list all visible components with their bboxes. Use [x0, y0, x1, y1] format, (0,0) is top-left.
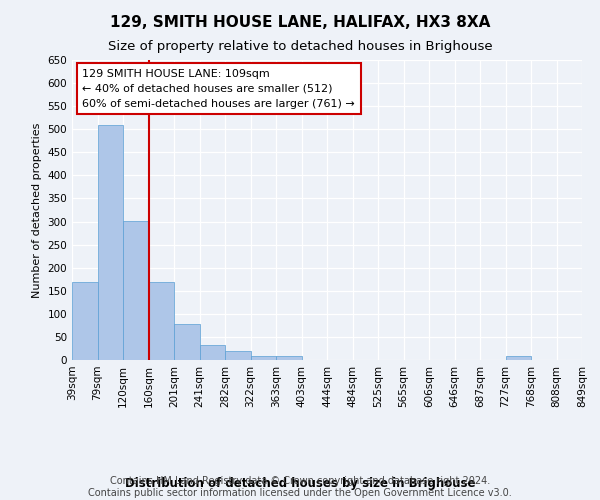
Text: Distribution of detached houses by size in Brighouse: Distribution of detached houses by size … [125, 477, 475, 490]
Bar [251, 356, 276, 360]
Text: 129, SMITH HOUSE LANE, HALIFAX, HX3 8XA: 129, SMITH HOUSE LANE, HALIFAX, HX3 8XA [110, 15, 490, 30]
Text: Size of property relative to detached houses in Brighouse: Size of property relative to detached ho… [107, 40, 493, 53]
Bar [149, 282, 174, 360]
Bar [199, 345, 225, 360]
Text: 129 SMITH HOUSE LANE: 109sqm
← 40% of detached houses are smaller (512)
60% of s: 129 SMITH HOUSE LANE: 109sqm ← 40% of de… [82, 69, 355, 108]
Bar [276, 356, 302, 360]
Bar [505, 356, 531, 360]
Bar [225, 351, 251, 360]
Bar [97, 124, 123, 360]
Text: Contains HM Land Registry data © Crown copyright and database right 2024.
Contai: Contains HM Land Registry data © Crown c… [88, 476, 512, 498]
Bar [123, 220, 149, 360]
Y-axis label: Number of detached properties: Number of detached properties [32, 122, 42, 298]
Bar [72, 282, 97, 360]
Bar [174, 324, 199, 360]
